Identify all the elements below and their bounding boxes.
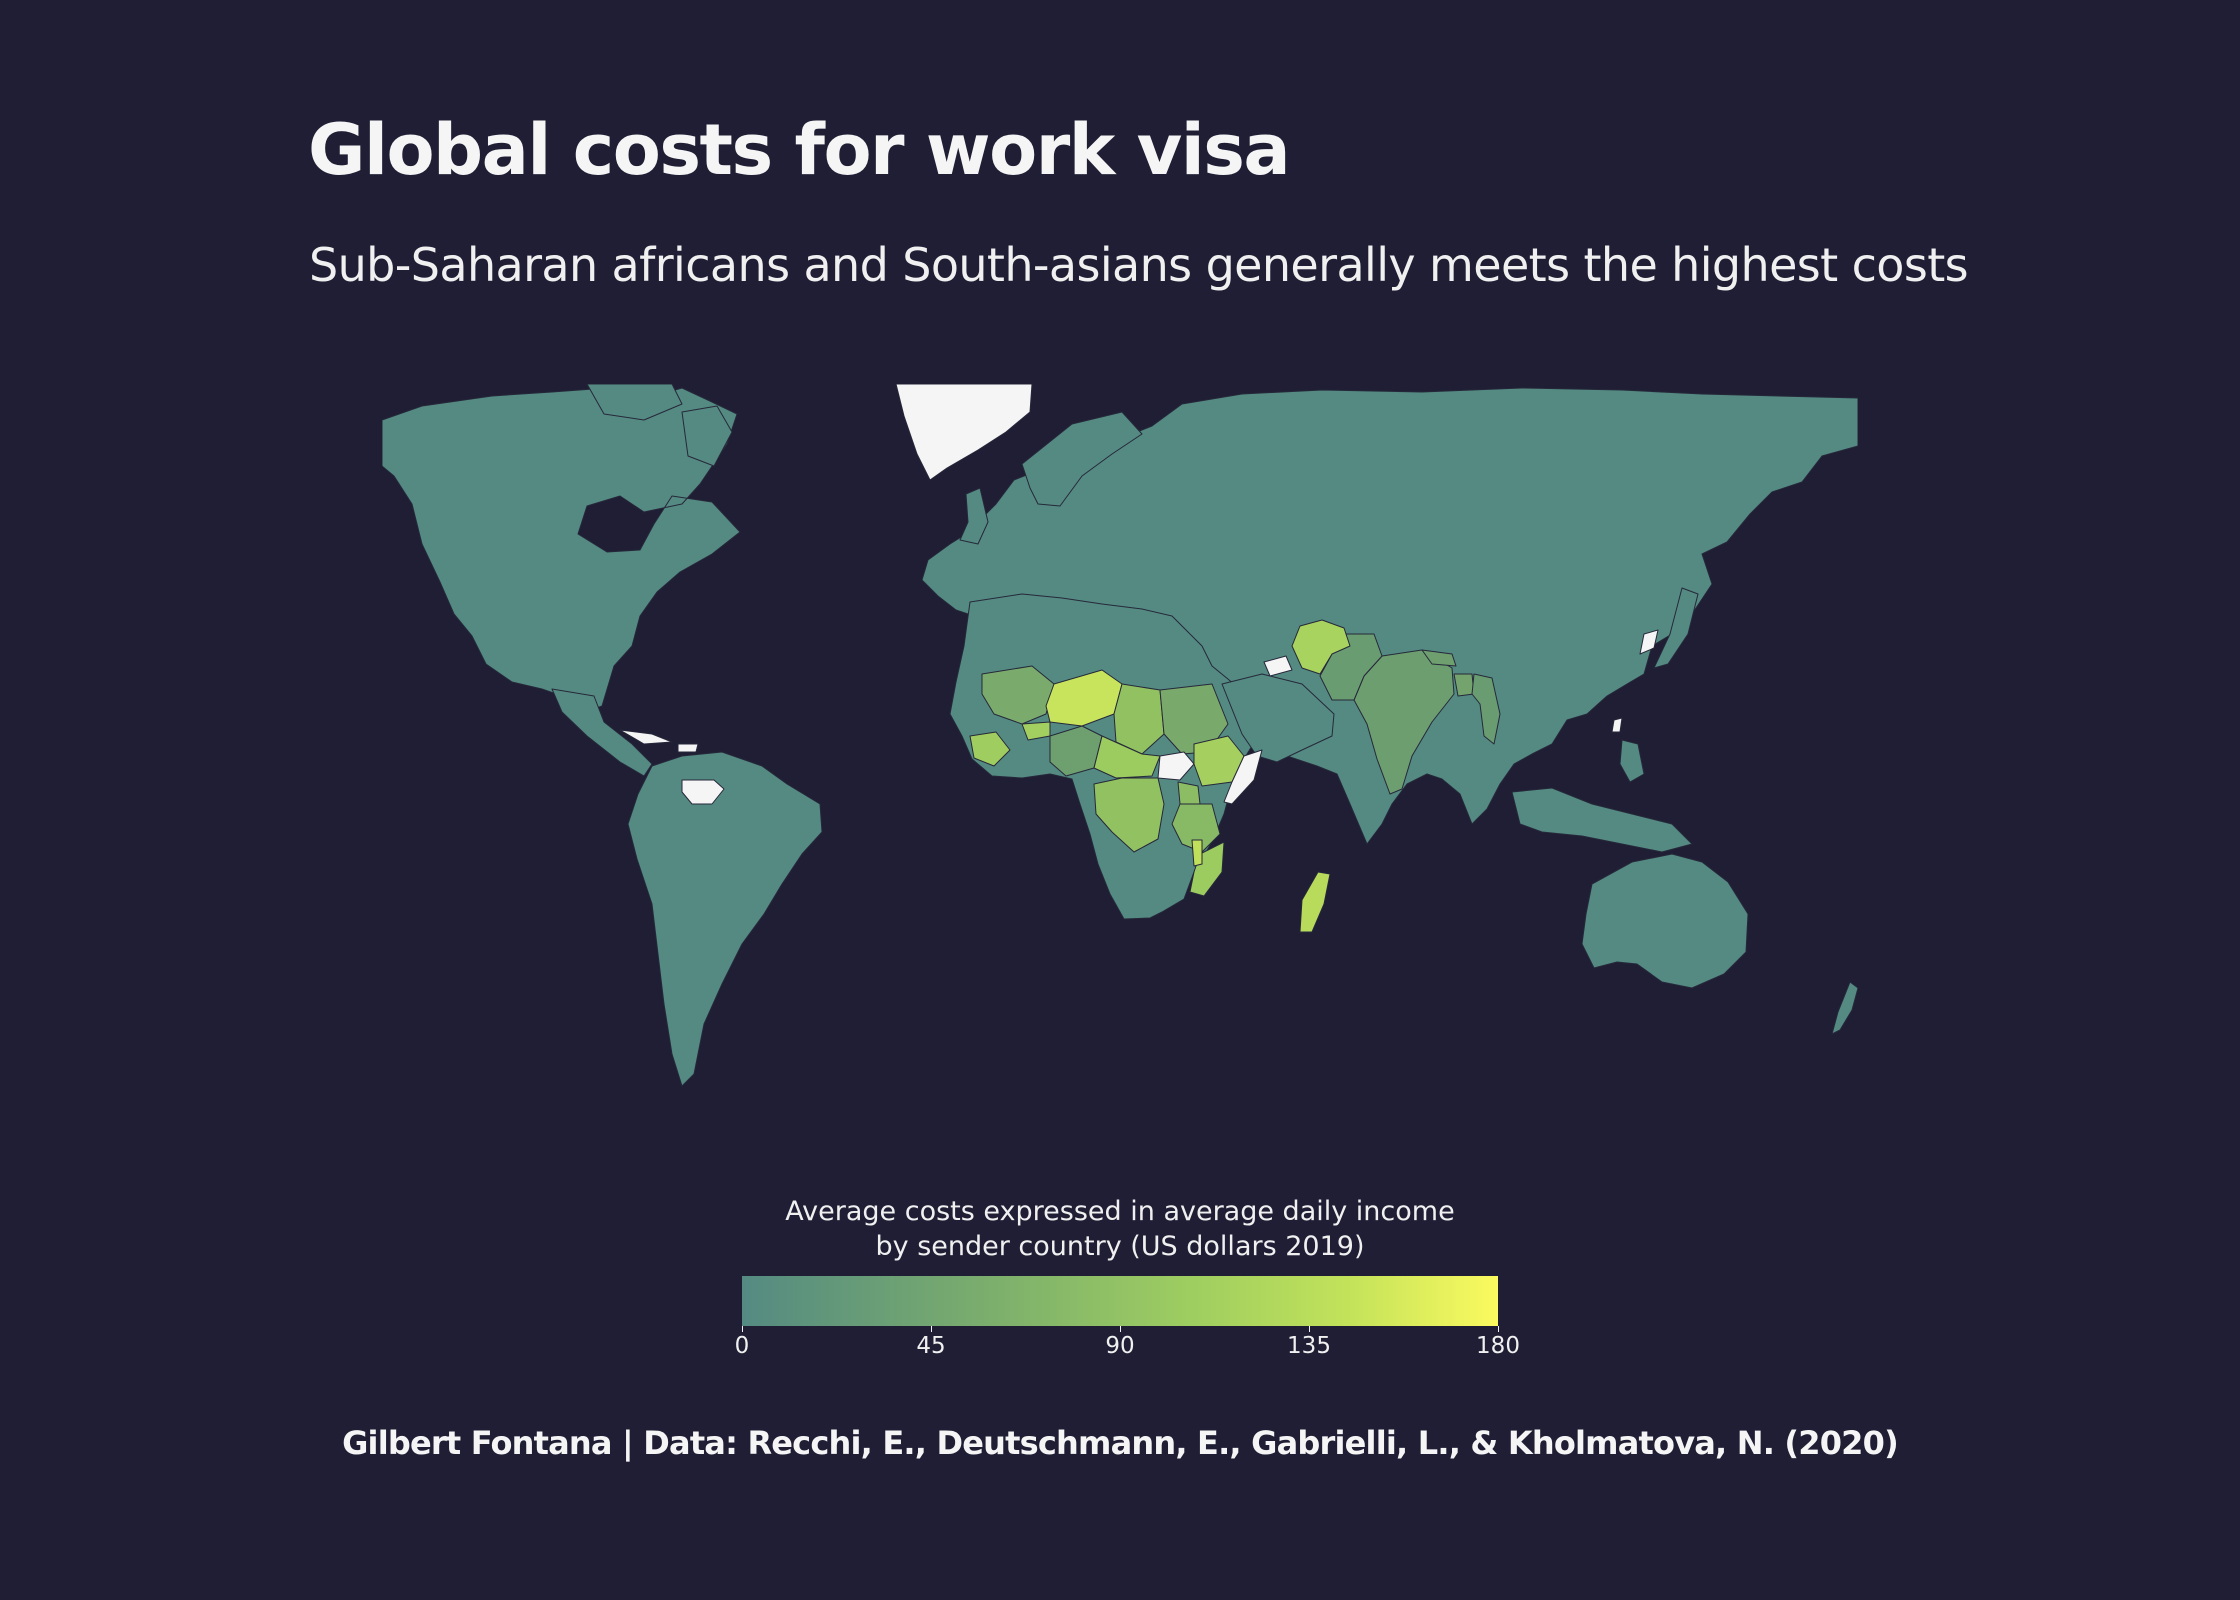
region-madagascar (1299, 871, 1331, 933)
region-uganda (1177, 781, 1201, 805)
chart-title: Global costs for work visa (308, 109, 1291, 191)
region-south-sudan (1157, 751, 1195, 781)
region-philippines (1619, 739, 1645, 783)
region-south-america (627, 751, 823, 1087)
legend-tick-label: 135 (1287, 1333, 1331, 1359)
chart-subtitle: Sub-Saharan africans and South-asians ge… (309, 238, 1969, 292)
region-malawi (1191, 839, 1203, 867)
legend-tick-mark (1119, 1326, 1121, 1332)
region-baffin (681, 405, 733, 467)
region-dr-congo (1093, 777, 1165, 853)
region-cuba (619, 729, 673, 745)
legend-tick: 90 (1070, 1326, 1170, 1360)
legend-ticks: 0 45 90 135 180 (735, 1326, 1520, 1366)
region-japan (1653, 587, 1699, 669)
region-mali (981, 665, 1055, 725)
legend-title-line-1: Average costs expressed in average daily… (785, 1196, 1455, 1227)
region-taiwan (1611, 717, 1623, 733)
legend-tick: 180 (1448, 1326, 1548, 1360)
region-australia (1581, 853, 1749, 989)
legend-tick-mark (741, 1326, 743, 1332)
region-new-zealand (1831, 981, 1858, 1035)
region-central-african-republic (1093, 735, 1161, 779)
region-greenland (895, 384, 1033, 481)
region-hispaniola (677, 743, 699, 753)
legend-tick: 135 (1259, 1326, 1359, 1360)
color-legend: Average costs expressed in average daily… (735, 1194, 1520, 1374)
region-guinea-coast (969, 731, 1011, 767)
region-niger (1045, 669, 1123, 727)
legend-tick-mark (930, 1326, 932, 1332)
source-caption: Gilbert Fontana | Data: Recchi, E., Deut… (342, 1424, 1899, 1462)
region-afghanistan (1291, 619, 1351, 675)
legend-title: Average costs expressed in average daily… (740, 1194, 1500, 1264)
region-mozambique (1189, 841, 1225, 897)
region-arctic-islands (586, 384, 683, 421)
legend-tick: 45 (881, 1326, 981, 1360)
region-nepal (1421, 649, 1457, 667)
region-north-korea (1639, 629, 1659, 655)
legend-tick-label: 0 (734, 1333, 750, 1359)
legend-tick-mark (1497, 1326, 1499, 1332)
region-somalia (1223, 749, 1263, 805)
world-map (382, 384, 1858, 1100)
region-venezuela (681, 779, 725, 805)
legend-tick: 0 (692, 1326, 792, 1360)
region-arabia (1221, 673, 1335, 763)
region-myanmar (1471, 673, 1501, 745)
legend-tick-label: 45 (916, 1333, 946, 1359)
region-bangladesh (1453, 673, 1475, 697)
region-scandinavia (1021, 411, 1143, 507)
legend-tick-mark (1308, 1326, 1310, 1332)
region-north-america (382, 387, 741, 715)
world-map-svg (382, 384, 1858, 1087)
region-southeast-asia (1511, 787, 1693, 853)
legend-tick-label: 90 (1105, 1333, 1135, 1359)
legend-tick-label: 180 (1476, 1333, 1520, 1359)
legend-title-line-2: by sender country (US dollars 2019) (875, 1231, 1365, 1262)
legend-color-bar (742, 1276, 1498, 1326)
region-central-america (551, 688, 653, 777)
region-syria (1263, 655, 1293, 677)
region-britain (959, 487, 989, 545)
